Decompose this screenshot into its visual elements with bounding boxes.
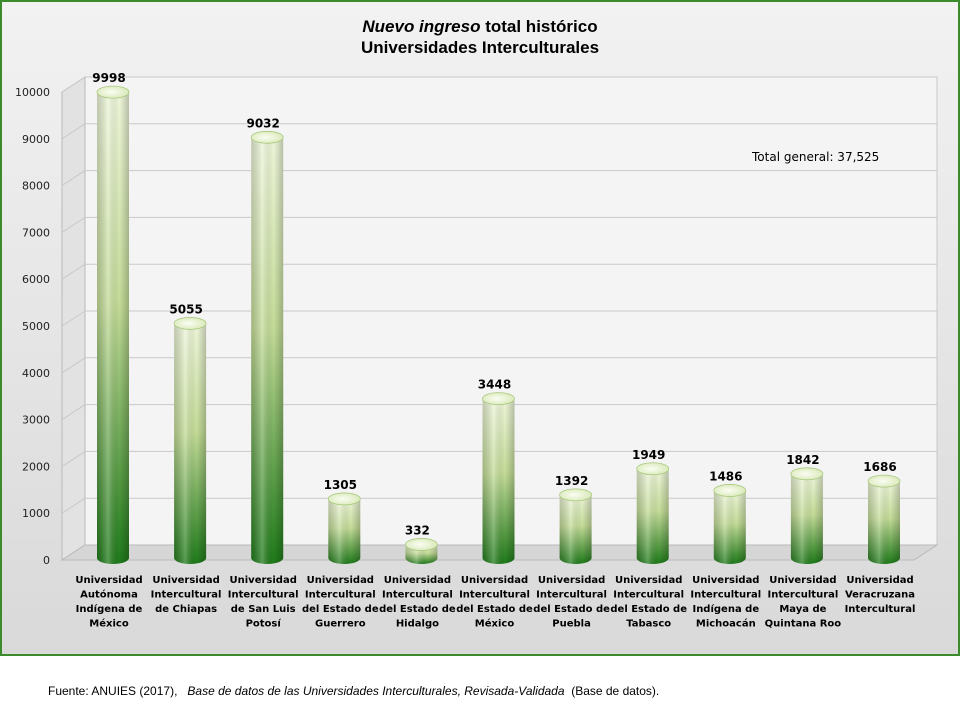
- bar-shade: [790, 473, 823, 564]
- category-label: Universidad Intercultural Maya de Quintana …: [765, 575, 842, 630]
- bar-chart: 0 1000 2000 3000 4000 5000 6000 7000 8000 9000 100…: [15, 71, 939, 630]
- value-labels: 9998 5055 9032 1305 332 3448 1392 1949 1486 1842 1…: [92, 71, 896, 537]
- chart-title: Nuevo ingreso total histórico Universida…: [2, 16, 958, 58]
- chart-title-rest: total histórico: [485, 17, 598, 36]
- bar: [636, 462, 670, 564]
- category-label: Universidad Intercultural del Estado de Gue…: [302, 575, 379, 630]
- y-tick-label: 5000: [22, 320, 50, 333]
- bar-cap: [636, 462, 670, 476]
- bar-shade: [174, 323, 207, 564]
- category-label: Universidad Intercultural del Estado de Hid…: [379, 575, 456, 630]
- value-label: 1392: [555, 474, 588, 488]
- gridline-side: [61, 450, 86, 467]
- y-tick-label: 7000: [22, 226, 50, 239]
- source-note: Fuente: ANUIES (2017), Base de datos de …: [48, 684, 659, 698]
- gridline-side: [61, 357, 86, 374]
- source-italic: Base de datos de las Universidades Inter…: [187, 684, 565, 698]
- bar-cap: [404, 538, 438, 551]
- bar: [713, 484, 747, 564]
- value-label: 9032: [246, 116, 279, 130]
- category-label: Universidad Autónoma Indígena de México: [75, 575, 142, 630]
- value-label: 5055: [169, 302, 202, 316]
- bar-shade: [251, 137, 284, 564]
- y-tick-label: 0: [43, 554, 50, 567]
- bar-shade: [868, 481, 900, 564]
- bar-cap: [250, 130, 284, 144]
- gridline-side: [61, 404, 86, 421]
- source-suffix: (Base de datos).: [571, 684, 660, 698]
- bar: [790, 467, 824, 564]
- y-tick-label: 3000: [22, 414, 50, 427]
- bar-cap: [790, 467, 824, 481]
- bar: [250, 130, 284, 564]
- category-labels: Universidad Autónoma Indígena de MéxicoUniv…: [75, 575, 915, 630]
- category-label: Universidad Intercultural Indígena de Micho…: [690, 575, 761, 630]
- chart-title-italic: Nuevo ingreso: [362, 17, 481, 36]
- value-label: 1949: [632, 448, 665, 462]
- category-label: Universidad Intercultural de San Luis Potos…: [228, 575, 299, 630]
- source-prefix: Fuente: ANUIES (2017),: [48, 684, 178, 698]
- value-label: 332: [405, 523, 430, 537]
- bar: [559, 488, 592, 564]
- bars: [96, 85, 901, 564]
- bar: [404, 538, 438, 564]
- category-label: Universidad Intercultural del Estado de Tab…: [610, 575, 687, 630]
- value-label: 9998: [92, 71, 125, 85]
- chart-subtitle: Universidades Interculturales: [360, 38, 600, 57]
- chart-frame: Nuevo ingreso total histórico Universida…: [0, 0, 960, 656]
- gridline-side: [61, 310, 86, 327]
- y-tick-label: 8000: [22, 180, 50, 193]
- value-label: 1686: [863, 460, 896, 474]
- value-label: 1305: [324, 478, 357, 492]
- value-label: 3448: [478, 378, 511, 392]
- bar: [482, 392, 515, 564]
- category-label: Universidad Veracruzana Intercultural: [845, 575, 916, 615]
- value-label: 1486: [709, 469, 742, 483]
- value-label: 1842: [786, 453, 819, 467]
- y-tick-label: 1000: [22, 507, 50, 520]
- bar: [173, 317, 207, 564]
- gridline-side: [61, 170, 86, 187]
- bar: [867, 474, 901, 564]
- bar-shade: [482, 398, 515, 564]
- bar-cap: [713, 484, 747, 497]
- bar-cap: [482, 392, 515, 406]
- bar-shade: [636, 468, 669, 564]
- y-tick-label: 2000: [22, 460, 50, 473]
- gridline-side: [61, 263, 86, 280]
- y-tick-label: 6000: [22, 273, 50, 286]
- category-label: Universidad Intercultural del Estado de Pue…: [533, 575, 610, 630]
- bar: [96, 85, 130, 564]
- y-tick-label: 10000: [15, 86, 50, 99]
- bar-cap: [867, 474, 901, 488]
- bar-cap: [173, 317, 207, 330]
- y-tick-label: 9000: [22, 133, 50, 146]
- bar-cap: [96, 85, 130, 99]
- gridline-side: [61, 497, 86, 514]
- bar-shade: [559, 494, 592, 564]
- chart-title-line: Nuevo ingreso total histórico: [2, 16, 958, 37]
- gridline-side: [61, 216, 86, 233]
- bar-cap: [327, 492, 361, 506]
- category-label: Universidad Intercultural del Estado de Méx…: [456, 575, 533, 630]
- bar-shade: [713, 490, 746, 564]
- bar-cap: [559, 488, 592, 502]
- gridline-side: [61, 123, 86, 140]
- bar: [327, 492, 361, 564]
- gridline-side: [61, 76, 86, 93]
- bar-shade: [328, 498, 361, 564]
- category-label: Universidad Intercultural de Chiapas: [151, 575, 222, 615]
- y-axis-ticks: 0 1000 2000 3000 4000 5000 6000 7000 8000 9000 100…: [15, 86, 50, 567]
- total-annotation: Total general: 37,525: [752, 150, 880, 164]
- y-tick-label: 4000: [22, 367, 50, 380]
- bar-shade: [97, 92, 129, 564]
